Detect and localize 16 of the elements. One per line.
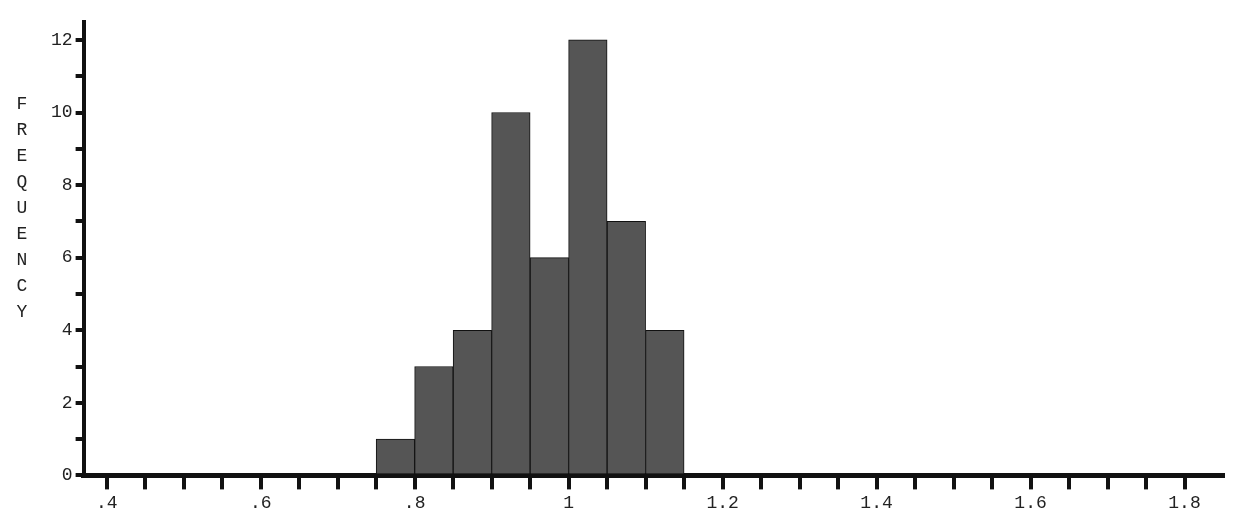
y-tick-label: 10: [50, 102, 73, 123]
x-tick-label: 1.2: [706, 492, 739, 513]
y-tick-label: 4: [61, 320, 73, 341]
x-tick-label: 1.8: [1168, 492, 1201, 513]
y-tick-label: 2: [61, 392, 73, 413]
y-tick-label: 0: [61, 465, 73, 486]
x-tick-label: .6: [249, 492, 272, 513]
y-tick-label: 6: [61, 247, 73, 268]
x-tick-label: 1: [563, 492, 575, 513]
x-tick-label: .4: [95, 492, 118, 513]
text: FREQUENCY: [16, 94, 28, 323]
y-tick-label: 12: [50, 29, 73, 50]
x-tick-label: 1.4: [860, 492, 893, 513]
x-tick-label: .8: [403, 492, 426, 513]
x-tick-label: 1.6: [1014, 492, 1047, 513]
y-tick-label: 8: [61, 174, 73, 195]
